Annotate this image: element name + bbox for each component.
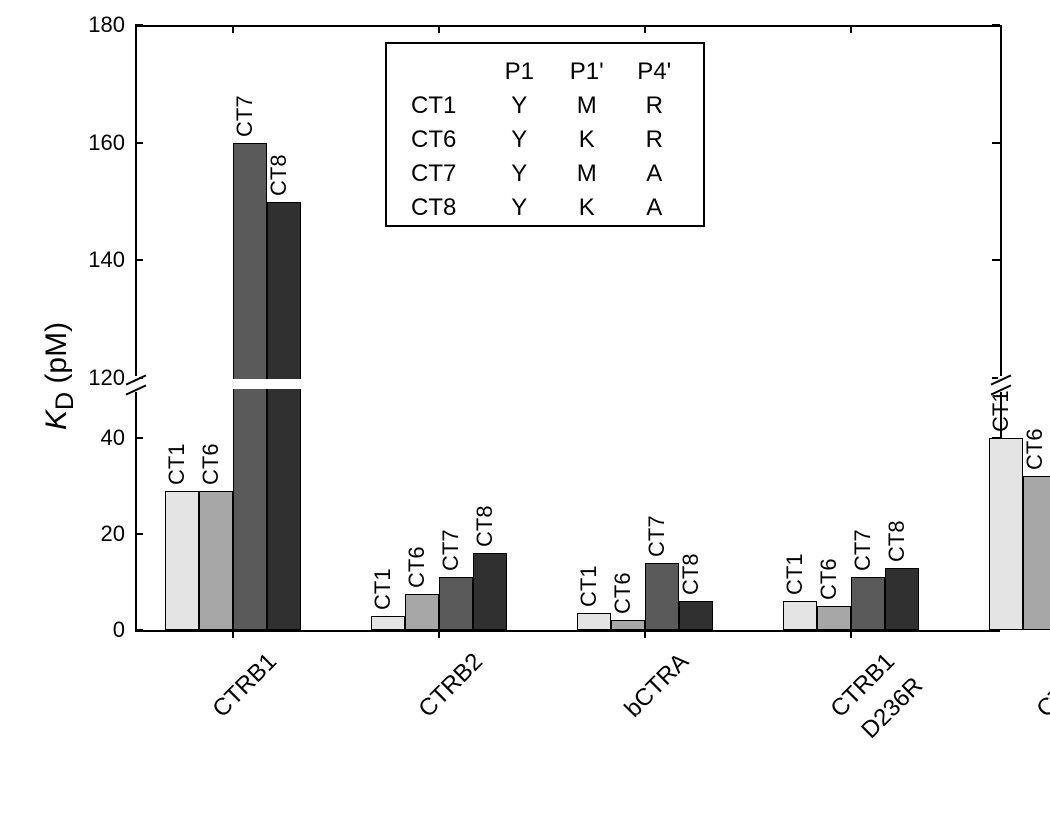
bar-label-2-CT6: CT6 <box>610 573 636 615</box>
y-tick-label: 180 <box>75 12 125 38</box>
bar-1-CT1 <box>371 616 405 630</box>
legend-header: P1' <box>562 58 612 86</box>
y-axis-title: KD (pM) <box>40 322 80 430</box>
x-tick <box>438 630 440 638</box>
bar-label-3-CT6: CT6 <box>816 558 842 600</box>
legend-cell: Y <box>495 160 545 188</box>
bar-label-2-CT1: CT1 <box>576 566 602 608</box>
bar-0-CT6 <box>199 491 233 630</box>
legend-cell: Y <box>495 92 545 120</box>
bar-2-CT1 <box>577 613 611 630</box>
bar-2-CT7 <box>645 563 679 630</box>
bar-3-CT8 <box>885 568 919 630</box>
y-tick-label: 120 <box>75 365 125 391</box>
y-tick-label: 40 <box>75 425 125 451</box>
x-tick <box>232 25 234 33</box>
bar-0-CT8 <box>267 202 301 631</box>
bar-3-CT1 <box>783 601 817 630</box>
y-tick-label: 140 <box>75 247 125 273</box>
bar-label-3-CT1: CT1 <box>782 554 808 596</box>
legend-cell: A <box>630 194 680 222</box>
legend-cell: Y <box>495 194 545 222</box>
bar-label-3-CT8: CT8 <box>884 520 910 562</box>
legend-cell: CT7 <box>411 160 477 188</box>
legend-cell: M <box>562 160 612 188</box>
bar-label-2-CT7: CT7 <box>644 515 670 557</box>
y-tick <box>992 259 1000 261</box>
y-tick <box>135 259 143 261</box>
y-tick <box>135 437 143 439</box>
x-tick <box>850 25 852 33</box>
bar-label-2-CT8: CT8 <box>678 554 704 596</box>
legend-header: P1 <box>495 58 545 86</box>
bar-label-4-CT6: CT6 <box>1022 429 1048 471</box>
y-tick-label: 20 <box>75 521 125 547</box>
y-tick-label: 0 <box>75 617 125 643</box>
bar-label-0-CT8: CT8 <box>266 154 292 196</box>
bar-label-1-CT1: CT1 <box>370 568 396 610</box>
chart-container: { "chart": { "type": "bar", "background_… <box>0 0 1050 815</box>
bar-4-CT1 <box>989 438 1023 630</box>
bar-4-CT6 <box>1023 476 1050 630</box>
bar-2-CT6 <box>611 620 645 630</box>
legend-cell: R <box>630 126 680 154</box>
legend-cell: K <box>562 194 612 222</box>
legend-header: P4' <box>630 58 680 86</box>
bar-label-1-CT8: CT8 <box>472 506 498 548</box>
legend-header <box>411 58 477 86</box>
bar-label-3-CT7: CT7 <box>850 530 876 572</box>
x-axis-line <box>135 630 1000 632</box>
legend-grid: P1P1'P4'CT1YMRCT6YKRCT7YMACT8YKA <box>411 58 679 222</box>
bar-label-0-CT6: CT6 <box>198 443 224 485</box>
y-tick <box>992 24 1000 26</box>
x-group-label: CTRB2 <box>328 648 489 809</box>
bar-label-0-CT7: CT7 <box>232 95 258 137</box>
x-tick <box>644 25 646 33</box>
top-border <box>135 25 1000 27</box>
bar-1-CT7 <box>439 577 473 630</box>
legend-cell: R <box>630 92 680 120</box>
legend-cell: CT8 <box>411 194 477 222</box>
y-tick <box>135 24 143 26</box>
bar-label-0-CT1: CT1 <box>164 443 190 485</box>
x-tick <box>232 630 234 638</box>
y-tick <box>135 142 143 144</box>
legend-cell: M <box>562 92 612 120</box>
legend-cell: CT1 <box>411 92 477 120</box>
bar-3-CT7 <box>851 577 885 630</box>
y-tick <box>135 533 143 535</box>
x-group-label: bCTRA <box>534 648 695 809</box>
bar-1-CT6 <box>405 594 439 630</box>
y-tick <box>135 629 143 631</box>
bar-1-CT8 <box>473 553 507 630</box>
y-axis-line <box>135 25 137 630</box>
bar-label-1-CT6: CT6 <box>404 546 430 588</box>
legend-cell: K <box>562 126 612 154</box>
bar-3-CT6 <box>817 606 851 630</box>
x-tick <box>850 630 852 638</box>
bar-label-1-CT7: CT7 <box>438 530 464 572</box>
legend-box: P1P1'P4'CT1YMRCT6YKRCT7YMACT8YKA <box>385 42 705 227</box>
bar-break <box>266 379 302 389</box>
legend-cell: A <box>630 160 680 188</box>
y-tick-label: 160 <box>75 130 125 156</box>
legend-cell: Y <box>495 126 545 154</box>
legend-cell: CT6 <box>411 126 477 154</box>
bar-label-4-CT1: CT1 <box>988 390 1014 432</box>
y-axis-title-text: KD (pM) <box>40 322 73 430</box>
x-tick <box>438 25 440 33</box>
y-tick <box>992 142 1000 144</box>
bar-break <box>232 379 268 389</box>
x-group-label: CTRB1 <box>122 648 283 809</box>
bar-2-CT8 <box>679 601 713 630</box>
bar-0-CT1 <box>165 491 199 630</box>
x-tick <box>644 630 646 638</box>
